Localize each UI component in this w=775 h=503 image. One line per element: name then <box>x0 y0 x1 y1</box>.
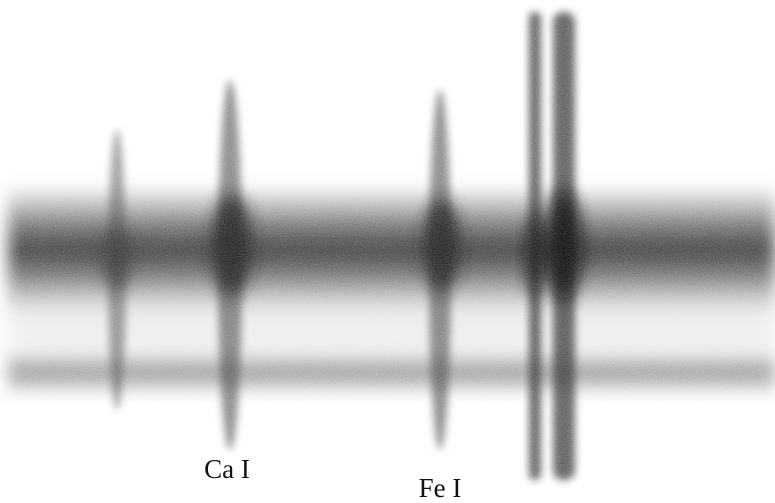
line-label: Fe I <box>419 473 462 503</box>
film-grain <box>0 0 775 503</box>
page: Ca I Fe I (() => { const data = JSON.par… <box>0 0 775 503</box>
line-label: Ca I <box>204 454 250 484</box>
spectrum-photo: Ca I Fe I <box>0 0 775 503</box>
